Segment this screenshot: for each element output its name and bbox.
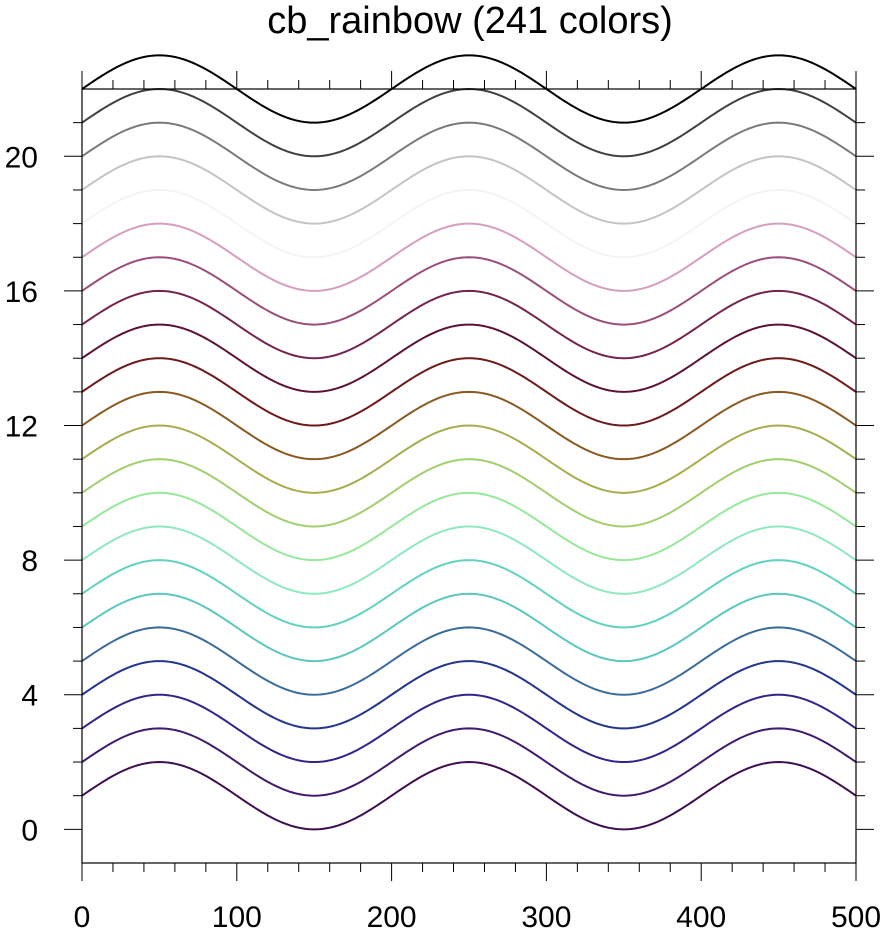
y-tick-label-0: 0: [21, 814, 38, 847]
x-tick-label-300: 300: [521, 901, 571, 934]
plot-frame: [81, 88, 857, 864]
series-line-22: [81, 54, 857, 124]
series-line-10: [81, 458, 857, 528]
series-line-14: [81, 323, 857, 393]
series-line-20: [81, 121, 857, 191]
series-line-13: [81, 357, 857, 427]
x-tick-label-0: 0: [74, 901, 91, 934]
y-tick-label-20: 20: [5, 141, 38, 174]
x-tick-label-100: 100: [212, 901, 262, 934]
y-tick-label-12: 12: [5, 411, 38, 444]
series-line-11: [81, 424, 857, 494]
series-line-5: [81, 626, 857, 696]
series-line-4: [81, 660, 857, 730]
y-tick-label-8: 8: [21, 545, 38, 578]
x-tick-label-500: 500: [831, 901, 881, 934]
series-line-19: [81, 155, 857, 225]
series-group: [81, 54, 857, 831]
series-line-6: [81, 592, 857, 663]
x-tick-label-400: 400: [676, 901, 726, 934]
series-line-1: [81, 761, 857, 831]
series-line-3: [81, 693, 857, 764]
series-line-17: [81, 222, 857, 292]
series-line-16: [81, 256, 857, 326]
y-tick-label-4: 4: [21, 680, 38, 713]
x-tick-label-200: 200: [367, 901, 417, 934]
chart-title: cb_rainbow (241 colors): [267, 0, 673, 42]
ticks-group: [64, 71, 874, 881]
series-line-8: [81, 525, 857, 595]
series-line-9: [81, 491, 857, 562]
series-line-18: [81, 188, 857, 259]
tick-labels-group: 0 100 200 300 400 500 0 4 8 12 16 20: [5, 141, 881, 934]
series-line-2: [81, 727, 857, 797]
series-line-15: [81, 289, 857, 360]
series-line-7: [81, 559, 857, 629]
y-tick-label-16: 16: [5, 276, 38, 309]
series-line-12: [81, 390, 857, 461]
